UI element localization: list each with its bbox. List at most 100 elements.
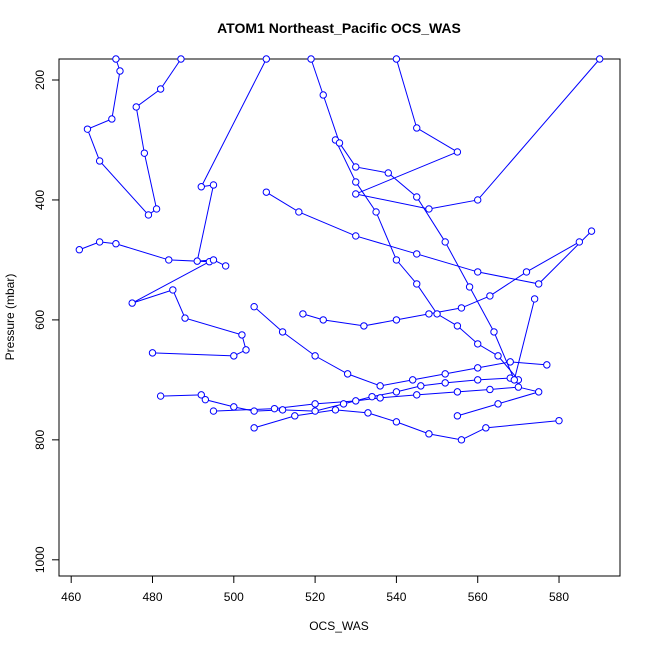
data-point [425,205,433,213]
data-point [534,280,543,288]
x-tick-label: 460 [61,590,81,604]
data-point [441,370,449,378]
chart-title: ATOM1 Northeast_Pacific OCS_WAS [217,20,461,36]
data-point [311,400,319,408]
data-line [196,58,267,267]
data-point [376,382,384,390]
data-point [392,256,401,264]
data-line [79,241,247,357]
data-point [95,238,104,246]
data-point [262,188,271,196]
data-point [413,280,421,288]
x-axis-label: OCS_WAS [309,619,369,633]
data-point [165,256,173,264]
data-point [352,178,360,186]
data-point [209,407,218,415]
data-point [152,205,161,213]
data-point [376,394,384,402]
data-point [311,407,319,415]
data-point [209,181,218,189]
data-point [221,262,230,270]
y-tick-label: 600 [33,310,47,330]
data-point [413,124,421,132]
data-point [250,407,258,415]
data-point [457,304,466,312]
data-point [295,208,303,216]
data-point [392,388,401,396]
data-point [413,391,421,399]
x-tick-label: 480 [142,590,162,604]
data-point [319,316,327,324]
data-point [352,397,360,405]
data-point [75,246,84,254]
data-point [270,404,279,413]
data-point [128,299,136,307]
data-point [364,409,372,417]
data-point [453,148,462,156]
data-point [474,364,482,372]
data-line [253,306,547,387]
data-point [392,418,401,426]
data-point [486,385,494,394]
data-point [112,55,120,63]
data-point [116,67,124,75]
data-point [193,257,201,265]
data-point [453,412,462,420]
data-point [360,322,368,330]
data-point [534,388,543,396]
data-point [474,196,482,204]
data-point [291,412,299,420]
data-point [95,157,104,165]
data-line [310,58,536,382]
data-point [474,268,482,276]
data-point [474,340,482,348]
data-line [334,139,519,381]
data-point [177,55,185,63]
y-tick-label: 800 [33,430,47,450]
data-point [238,331,246,339]
data-point [156,392,165,400]
data-point [197,391,205,399]
data-point [230,403,238,411]
data-point [522,268,531,276]
data-point [413,193,421,201]
data-point [250,424,258,432]
data-line [86,58,182,216]
data-point [494,400,502,408]
data-point [441,238,449,246]
data-point [425,430,433,438]
data-point [181,314,189,322]
data-point [132,103,140,111]
x-tick-label: 580 [549,590,569,604]
data-point [474,376,482,384]
data-point [250,303,258,311]
data-point [108,115,116,123]
data-point [408,376,417,384]
x-tick-label: 560 [468,590,488,604]
y-tick-label: 400 [33,190,47,210]
y-axis-label: Pressure (mbar) [3,274,17,361]
data-point [319,91,327,99]
data-point [453,388,462,396]
data-point [83,125,92,133]
y-tick-label: 200 [33,70,47,90]
data-point [595,55,604,63]
data-point [413,250,421,258]
data-point [343,370,352,378]
data-point [494,352,502,360]
data-point [197,183,205,191]
data-point [530,295,539,303]
data-point [331,406,340,414]
x-tick-label: 520 [305,590,325,604]
data-point [482,424,490,432]
data-point [510,376,519,384]
data-point [352,190,360,198]
data-point [372,208,380,216]
data-point [242,346,250,354]
data-point [201,395,210,404]
data-point [112,240,120,248]
data-point [299,310,307,318]
data-point [156,85,165,93]
data-point [490,328,498,336]
